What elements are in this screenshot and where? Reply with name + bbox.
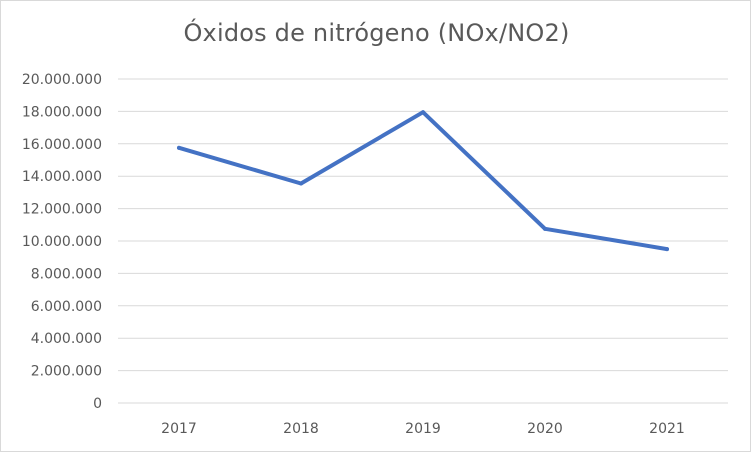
series-line: [177, 110, 669, 252]
y-tick-label: 6.000.000: [31, 299, 102, 315]
y-tick-label: 14.000.000: [22, 169, 102, 185]
y-tick-label: 10.000.000: [22, 234, 102, 250]
data-point: [665, 247, 669, 252]
y-tick-label: 4.000.000: [31, 331, 102, 347]
y-tick-label: 8.000.000: [31, 266, 102, 282]
chart-title: Óxidos de nitrógeno (NOx/NO2): [183, 19, 570, 47]
y-tick-label: 20.000.000: [22, 72, 102, 88]
x-tick-label: 2018: [283, 421, 319, 437]
y-tick-label: 18.000.000: [22, 104, 102, 120]
y-tick-label: 12.000.000: [22, 202, 102, 218]
y-tick-label: 2.000.000: [31, 364, 102, 380]
x-axis-tick-labels: 2017 2018 2019 2020 2021: [161, 421, 685, 437]
y-tick-label: 0: [93, 396, 102, 412]
series-layer: [177, 110, 669, 252]
data-point: [421, 110, 425, 115]
y-axis-tick-labels: 0 2.000.000 4.000.000 6.000.000 8.000.000 10.…: [22, 72, 102, 412]
data-point: [543, 226, 547, 231]
data-point: [177, 145, 181, 150]
x-tick-label: 2020: [527, 421, 563, 437]
x-tick-label: 2017: [161, 421, 197, 437]
x-tick-label: 2021: [649, 421, 685, 437]
data-point: [299, 181, 303, 186]
x-tick-label: 2019: [405, 421, 441, 437]
y-tick-label: 16.000.000: [22, 137, 102, 153]
gridlines: [118, 78, 728, 404]
